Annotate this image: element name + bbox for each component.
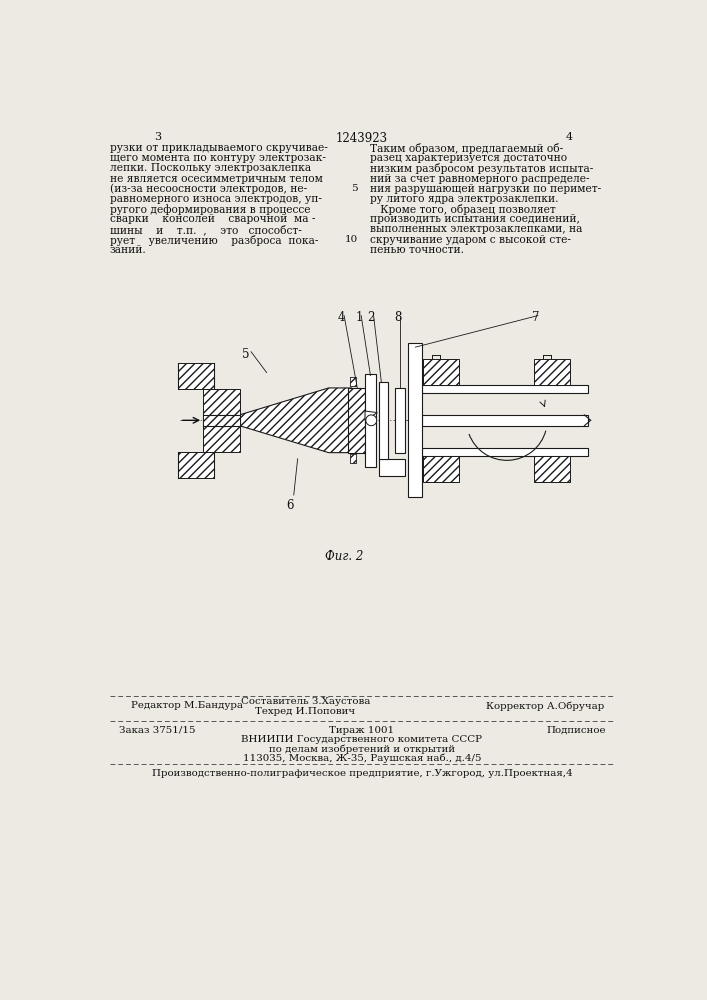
Text: 4: 4 — [566, 132, 573, 142]
Bar — [422, 415, 588, 426]
Bar — [365, 374, 376, 466]
Bar — [177, 363, 214, 389]
Text: Составитель З.Хаустова: Составитель З.Хаустова — [240, 698, 370, 706]
Bar — [379, 382, 388, 459]
Text: рузки от прикладываемого скручивае-: рузки от прикладываемого скручивае- — [110, 143, 328, 153]
Bar — [203, 415, 240, 426]
Text: 8: 8 — [394, 311, 402, 324]
Text: шины    и    т.п.  ,    это   способст-: шины и т.п. , это способст- — [110, 224, 302, 235]
Text: 2: 2 — [368, 311, 375, 324]
Bar — [422, 385, 588, 393]
Bar — [349, 377, 356, 386]
Text: Редактор М.Бандура: Редактор М.Бандура — [131, 701, 243, 710]
Bar — [348, 388, 365, 453]
Bar — [423, 359, 459, 385]
Polygon shape — [240, 388, 352, 453]
Text: пенью точности.: пенью точности. — [370, 245, 464, 255]
Bar — [395, 388, 405, 453]
Bar — [409, 343, 422, 497]
Bar — [349, 454, 356, 463]
Text: 113035, Москва, Ж-35, Раушская наб., д.4/5: 113035, Москва, Ж-35, Раушская наб., д.4… — [243, 754, 481, 763]
Text: Подписное: Подписное — [547, 726, 607, 735]
Text: сварки    консолей    сварочной  ма -: сварки консолей сварочной ма - — [110, 214, 315, 224]
Bar — [422, 448, 588, 456]
Bar — [203, 389, 240, 415]
Bar — [177, 452, 214, 478]
Text: 7: 7 — [532, 311, 539, 324]
Text: Тираж 1001: Тираж 1001 — [329, 726, 395, 735]
Bar — [534, 359, 570, 385]
Text: 4: 4 — [337, 311, 345, 324]
Bar — [203, 415, 240, 426]
Polygon shape — [366, 415, 377, 426]
Text: Корректор А.Обручар: Корректор А.Обручар — [486, 701, 604, 711]
Text: Производственно-полиграфическое предприятие, г.Ужгород, ул.Проектная,4: Производственно-полиграфическое предприя… — [151, 769, 572, 778]
Text: 3: 3 — [155, 132, 162, 142]
Text: Кроме того, образец позволяет: Кроме того, образец позволяет — [370, 204, 556, 215]
Text: выполненных электрозаклепками, на: выполненных электрозаклепками, на — [370, 224, 582, 234]
Bar — [423, 456, 459, 482]
Text: ру литого ядра электрозаклепки.: ру литого ядра электрозаклепки. — [370, 194, 559, 204]
Text: рует    увеличению    разброса  пока-: рует увеличению разброса пока- — [110, 235, 319, 246]
Text: щего момента по контуру электрозак-: щего момента по контуру электрозак- — [110, 153, 326, 163]
Text: Фиг. 2: Фиг. 2 — [325, 550, 363, 563]
Text: 1243923: 1243923 — [336, 132, 388, 145]
Text: лепки. Поскольку электрозаклепка: лепки. Поскольку электрозаклепка — [110, 163, 311, 173]
Text: 5: 5 — [351, 184, 358, 193]
Text: заний.: заний. — [110, 245, 147, 255]
Text: 10: 10 — [345, 235, 358, 244]
Text: ний за счет равномерного распределе-: ний за счет равномерного распределе- — [370, 174, 590, 184]
Text: 6: 6 — [286, 499, 293, 512]
Bar — [349, 454, 356, 463]
Text: 1: 1 — [355, 311, 363, 324]
Text: производить испытания соединений,: производить испытания соединений, — [370, 214, 580, 224]
Text: Заказ 3751/15: Заказ 3751/15 — [119, 726, 196, 735]
Bar — [203, 426, 240, 452]
Bar — [534, 456, 570, 482]
Text: скручивание ударом с высокой сте-: скручивание ударом с высокой сте- — [370, 235, 571, 245]
Text: ругого деформирования в процессе: ругого деформирования в процессе — [110, 204, 310, 215]
Text: не является осесимметричным телом: не является осесимметричным телом — [110, 174, 323, 184]
Bar — [349, 377, 356, 386]
Text: ния разрушающей нагрузки по перимет-: ния разрушающей нагрузки по перимет- — [370, 184, 601, 194]
Text: равномерного износа электродов, уп-: равномерного износа электродов, уп- — [110, 194, 322, 204]
Text: Таким образом, предлагаемый об-: Таким образом, предлагаемый об- — [370, 143, 563, 154]
Text: разец характеризуется достаточно: разец характеризуется достаточно — [370, 153, 567, 163]
Text: Техред И.Попович: Техред И.Попович — [255, 707, 356, 716]
Text: ВНИИПИ Государственного комитета СССР: ВНИИПИ Государственного комитета СССР — [242, 735, 482, 744]
Text: низким разбросом результатов испыта-: низким разбросом результатов испыта- — [370, 163, 593, 174]
Text: 5: 5 — [242, 348, 250, 361]
Bar — [379, 459, 405, 476]
Polygon shape — [365, 411, 378, 420]
Text: (из-за несоосности электродов, не-: (из-за несоосности электродов, не- — [110, 184, 308, 194]
Text: по делам изобретений и открытий: по делам изобретений и открытий — [269, 744, 455, 754]
